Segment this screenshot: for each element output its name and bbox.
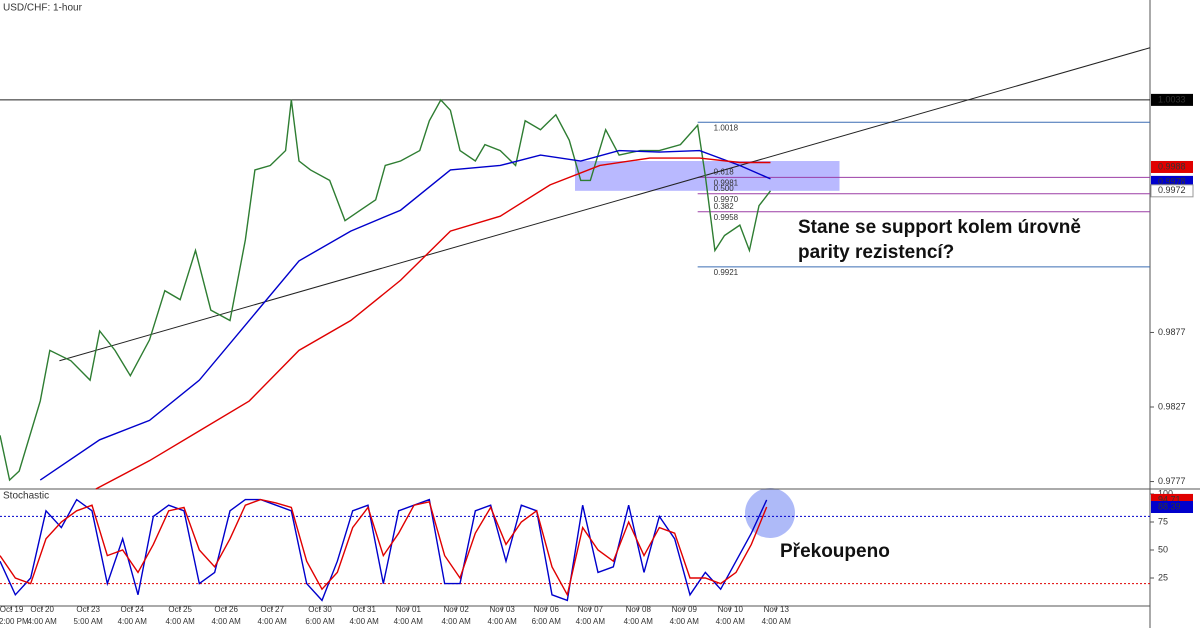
x-tick-label: Oct 27 (260, 605, 284, 614)
y-tick-label: 0.9777 (1158, 476, 1186, 486)
price-tag-label: 0.9978 (1158, 176, 1186, 186)
x-tick-time: 5:00 AM (73, 617, 103, 626)
x-tick-label: Oct 24 (120, 605, 144, 614)
y-tick-label: 100 (1158, 488, 1173, 498)
price-tag-label: 94.71 (1158, 494, 1181, 504)
y-tick-label: 75 (1158, 516, 1168, 526)
x-tick-label: Nov 09 (672, 605, 698, 614)
x-tick-label: Oct 25 (168, 605, 192, 614)
x-tick-time: 4:00 AM (118, 617, 148, 626)
price-tag-label: 88.39 (1158, 501, 1181, 511)
x-tick-label: Nov 07 (578, 605, 604, 614)
x-tick-label: Oct 23 (76, 605, 100, 614)
fib-price-label: 0.9958 (714, 213, 739, 222)
fib-ratio-label: 0.382 (714, 202, 735, 211)
price-tag (1150, 184, 1194, 198)
series-line (0, 498, 768, 597)
x-tick-time: 6:00 AM (305, 617, 335, 626)
x-tick-time: 12:00 PM (0, 617, 29, 626)
series-line (95, 157, 771, 490)
x-tick-label: Oct 20 (30, 605, 54, 614)
x-tick-time: 4:00 AM (257, 617, 287, 626)
x-tick-time: 4:00 AM (394, 617, 424, 626)
fib-price-label: 0.9981 (714, 179, 739, 188)
price-tag (1151, 93, 1193, 106)
annotation: parity rezistencí? (798, 242, 954, 263)
price-tag-label: 0.9988 (1158, 161, 1186, 171)
highlight-circle (745, 488, 795, 538)
x-tick-time: 4:00 AM (624, 617, 654, 626)
x-tick-time: 6:00 AM (532, 617, 562, 626)
x-tick-time: 4:00 AM (576, 617, 606, 626)
x-tick-time: 4:00 AM (165, 617, 195, 626)
x-tick-time: 4:00 AM (762, 617, 792, 626)
annotation: Překoupeno (780, 541, 890, 562)
price-tag (1151, 501, 1193, 514)
fib-price-label: 1.0018 (714, 123, 739, 132)
chart-title: USD/CHF: 1-hour (3, 3, 83, 14)
x-tick-time: 4:00 AM (441, 617, 471, 626)
fib-price-label: 0.9921 (714, 268, 739, 277)
x-tick-label: Nov 08 (626, 605, 652, 614)
y-tick-label: 0.9827 (1158, 401, 1186, 411)
x-tick-label: Oct 26 (214, 605, 238, 614)
x-tick-label: Oct 31 (352, 605, 376, 614)
fib-price-label: 0.9970 (714, 195, 739, 204)
x-tick-time: 4:00 AM (487, 617, 517, 626)
y-tick-label: 0.9877 (1158, 327, 1186, 337)
y-tick-label: 25 (1158, 572, 1168, 582)
annotation: Stane se support kolem úrovně (798, 217, 1081, 238)
fib-ratio-label: 0.500 (714, 184, 735, 193)
indicator-title: Stochastic (3, 491, 49, 502)
x-tick-label: Nov 13 (764, 605, 790, 614)
x-tick-time: 4:00 AM (349, 617, 379, 626)
x-tick-label: Nov 02 (443, 605, 469, 614)
series-line (39, 149, 771, 481)
fib-ratio-label: 0.618 (714, 168, 735, 177)
x-tick-label: Nov 06 (534, 605, 560, 614)
x-tick-time: 4:00 AM (670, 617, 700, 626)
x-tick-time: 4:00 AM (27, 617, 57, 626)
x-tick-label: Oct 30 (308, 605, 332, 614)
x-tick-time: 4:00 AM (211, 617, 241, 626)
trendline (59, 47, 1151, 362)
x-tick-time: 4:00 AM (716, 617, 746, 626)
price-tag-label: 1.0033 (1158, 94, 1186, 104)
series-line (0, 98, 772, 482)
price-tag-label: 0.9972 (1158, 185, 1186, 195)
x-tick-label: Oct 19 (0, 605, 24, 614)
x-tick-label: Nov 10 (718, 605, 744, 614)
y-tick-label: 50 (1158, 544, 1168, 554)
x-tick-label: Nov 01 (396, 605, 422, 614)
price-tag (1151, 160, 1193, 173)
x-tick-label: Nov 03 (489, 605, 515, 614)
